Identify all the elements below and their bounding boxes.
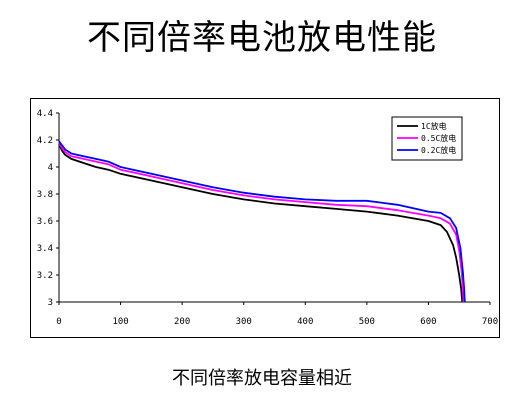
legend-label-2: 0.5C放电 bbox=[421, 133, 456, 143]
legend-label-1: 1C放电 bbox=[421, 121, 447, 131]
series-line-1 bbox=[58, 143, 464, 303]
x-tick-label: 600 bbox=[420, 317, 436, 327]
x-tick-label: 700 bbox=[482, 317, 498, 327]
y-tick-label: 3.4 bbox=[37, 244, 53, 254]
chart-series bbox=[58, 140, 466, 303]
y-tick-label: 3.6 bbox=[37, 217, 53, 227]
y-tick-label: 4.4 bbox=[37, 109, 53, 119]
y-tick-label: 4.2 bbox=[37, 136, 53, 146]
chart-legend: 1C放电 0.5C放电 0.2C放电 bbox=[391, 116, 463, 161]
series-line-3 bbox=[58, 140, 466, 303]
x-tick-label: 500 bbox=[359, 317, 375, 327]
y-tick-label: 4 bbox=[48, 163, 53, 173]
x-tick-label: 0 bbox=[56, 317, 61, 327]
x-tick-label: 400 bbox=[297, 317, 313, 327]
y-tick-label: 3.2 bbox=[37, 271, 53, 281]
x-tick-label: 300 bbox=[236, 317, 252, 327]
x-tick-label: 100 bbox=[112, 317, 128, 327]
x-tick-label: 200 bbox=[174, 317, 190, 327]
chart-frame bbox=[30, 98, 500, 338]
y-tick-label: 3.8 bbox=[37, 190, 53, 200]
series-line-2 bbox=[58, 142, 465, 303]
y-tick-label: 3 bbox=[48, 298, 53, 308]
page-title: 不同倍率电池放电性能 bbox=[87, 18, 437, 58]
legend-label-3: 0.2C放电 bbox=[421, 145, 456, 155]
chart-caption: 不同倍率放电容量相近 bbox=[172, 368, 352, 389]
